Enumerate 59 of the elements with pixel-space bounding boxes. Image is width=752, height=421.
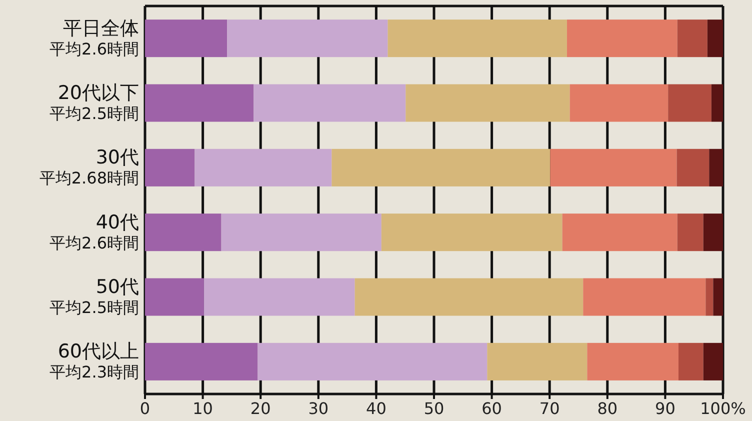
bar [562,214,678,252]
x-tick-label: 20 [250,399,271,418]
bar [678,342,704,380]
bar [388,20,567,58]
bar [381,214,562,252]
x-tick-label: 80 [597,399,618,418]
bar [221,214,382,252]
bar [709,148,723,186]
bar [713,278,723,316]
bar [703,342,723,380]
bar [677,214,704,252]
bar [332,148,550,186]
x-tick-label: 100% [700,399,746,418]
bar [487,342,588,380]
y-tick-label: 60代以上 [58,340,139,363]
bar [706,278,714,316]
bar [145,278,204,316]
bar [258,342,488,380]
bar [406,84,570,122]
bar [566,20,678,58]
bar [676,148,710,186]
x-tick-label: 90 [655,399,676,418]
text: 平均2.5時間 [50,104,139,123]
bar [194,148,332,186]
x-tick-label: 70 [539,399,560,418]
x-tick-label: 40 [366,399,386,418]
bar [711,84,723,122]
bar [707,20,723,58]
bar [703,214,723,252]
text: 平均2.3時間 [50,362,139,382]
bar [227,20,388,58]
y-tick-label: 40代 [96,211,139,234]
x-tick-label: 60 [482,399,502,418]
bar [587,342,678,380]
text: 平均2.5時間 [50,298,139,317]
text: 平均2.6時間 [50,233,139,252]
y-tick-label: 30代 [96,146,139,169]
x-tick-label: 30 [308,399,329,418]
y-tick-label: 20代以下 [58,82,139,104]
bar [254,84,406,122]
x-tick-label: 10 [192,399,213,418]
x-tick-label: 0 [140,399,150,418]
x-tick-label: 50 [424,399,444,418]
y-tick-label: 50代 [96,276,139,298]
bar [668,84,712,122]
bar [354,278,584,316]
bar [550,148,677,186]
bar [145,84,254,122]
bar [145,342,258,380]
bar [570,84,668,122]
bar [145,148,195,186]
bar [145,20,228,58]
text: 平均2.68時間 [39,168,139,188]
bar [145,214,222,252]
y-tick-label: 平日全体 [63,17,139,40]
text: 平均2.6時間 [50,39,139,58]
bar [677,20,708,58]
bar [583,278,706,316]
bar [204,278,355,316]
